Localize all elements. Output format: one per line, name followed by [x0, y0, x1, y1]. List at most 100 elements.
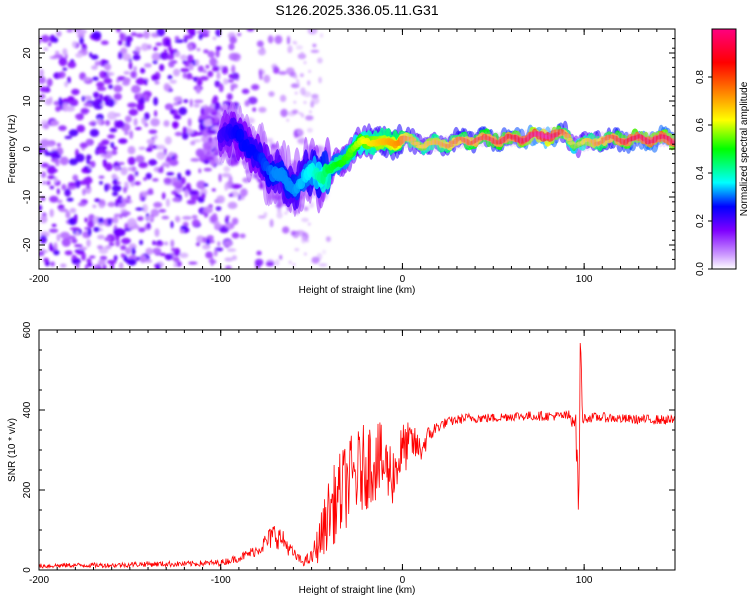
- spectrogram-cell: [226, 248, 237, 252]
- spectrogram-cell: [55, 30, 62, 37]
- spectrogram-cell: [124, 115, 132, 123]
- spectrogram-ridge-halo: [610, 131, 617, 148]
- spectrogram-cell: [231, 64, 236, 74]
- spectrogram-cell: [225, 265, 232, 269]
- spectrogram-cell: [183, 99, 189, 103]
- spectrogram-ridge-halo: [602, 131, 609, 148]
- spectrogram-cell: [109, 127, 118, 133]
- spectrogram-cell: [307, 127, 313, 133]
- spectrogram-cell: [206, 118, 212, 124]
- spectrogram-cell: [140, 191, 148, 195]
- spectrogram-cell: [144, 259, 153, 263]
- spectrogram-cell: [295, 232, 299, 236]
- spectrogram-cell: [160, 165, 164, 174]
- x-tick-label: -200: [29, 575, 49, 586]
- spectrogram-cell: [84, 185, 92, 194]
- spectrogram-cell: [241, 88, 250, 95]
- spectrogram-cell: [167, 104, 172, 111]
- spectrogram-ridge-halo: [668, 131, 675, 148]
- spectrogram-cell: [212, 152, 220, 156]
- spectrogram-cell: [52, 37, 59, 43]
- spectrogram-cell: [166, 54, 175, 60]
- spectrogram-cell: [196, 180, 207, 190]
- spectrogram-cell: [170, 220, 174, 229]
- spectrogram-cell: [202, 236, 207, 244]
- spectrogram-ridge-halo: [483, 131, 489, 148]
- spectrogram-cell: [228, 74, 232, 79]
- spectrogram-cell: [157, 240, 162, 245]
- spectrogram-cell: [78, 29, 87, 35]
- spectrogram-cell: [197, 65, 204, 73]
- spectrogram-cell: [121, 211, 131, 216]
- spectrogram-cell: [246, 29, 255, 32]
- spectrogram-cell: [87, 220, 95, 228]
- spectrogram-cell: [272, 66, 280, 74]
- spectrogram-cell: [307, 222, 311, 226]
- spectrogram-cell: [153, 201, 163, 208]
- spectrogram-x-label: Height of straight line (km): [299, 285, 416, 296]
- spectrogram-cell: [116, 29, 121, 33]
- spectrogram-cell: [41, 34, 50, 43]
- spectrogram-cell: [224, 240, 233, 247]
- spectrogram-cell: [200, 192, 206, 199]
- spectrogram-cell: [138, 227, 146, 233]
- spectrogram-cell: [291, 109, 299, 115]
- spectrogram-cell: [224, 257, 234, 262]
- spectrogram-cell: [39, 76, 46, 85]
- spectrogram-cell: [113, 166, 121, 171]
- spectrogram-cell: [144, 216, 153, 220]
- spectrogram-cell: [174, 131, 183, 137]
- spectrogram-ridge-halo: [468, 131, 475, 148]
- spectrogram-cell: [164, 241, 168, 246]
- spectrogram-cell: [69, 207, 77, 214]
- colorbar-tick-label: 0.2: [695, 214, 706, 228]
- x-tick-label: -100: [211, 274, 231, 285]
- spectrogram-cell: [268, 91, 275, 97]
- spectrogram-cell: [127, 174, 135, 183]
- spectrogram-cell: [161, 215, 170, 220]
- spectrogram-cell: [123, 186, 127, 193]
- spectrogram-ridge-halo: [450, 134, 457, 151]
- spectrogram-cell: [97, 118, 102, 125]
- spectrogram-cell: [75, 52, 83, 58]
- spectrogram-cell: [64, 135, 73, 140]
- spectrogram-cell: [107, 98, 115, 107]
- spectrogram-ridge-halo: [515, 130, 522, 147]
- colorbar-tick-label: 0.6: [695, 118, 706, 132]
- spectrogram-cell: [43, 47, 49, 51]
- spectrogram-cell: [310, 49, 320, 53]
- spectrogram-cell: [186, 199, 197, 205]
- spectrogram-cell: [187, 72, 192, 78]
- spectrogram-cell: [94, 60, 100, 67]
- spectrogram-ridge-halo: [624, 131, 631, 148]
- spectrogram-cell: [96, 81, 105, 88]
- spectrogram-cell: [223, 166, 231, 173]
- spectrogram-cell: [49, 228, 59, 233]
- spectrogram-cell: [256, 40, 264, 48]
- spectrogram-cell: [42, 123, 50, 130]
- spectrogram-cell: [191, 214, 198, 220]
- spectrogram-cell: [277, 208, 282, 214]
- spectrogram-cell: [56, 199, 63, 204]
- spectrogram-cell: [169, 108, 175, 115]
- spectrogram-cell: [301, 217, 309, 223]
- spectrogram-cell: [139, 192, 143, 202]
- spectrogram-cell: [103, 78, 113, 84]
- spectrogram-cell: [301, 237, 307, 244]
- spectrogram-cell: [66, 29, 73, 33]
- spectrogram-ridge-halo: [646, 131, 653, 148]
- spectrogram-cell: [254, 258, 264, 267]
- spectrogram-cell: [202, 106, 213, 114]
- spectrogram-cell: [170, 247, 177, 252]
- spectrogram-cell: [215, 48, 220, 58]
- spectrogram-cell: [99, 204, 105, 209]
- spectrogram-cell: [47, 165, 57, 175]
- spectrogram-cell: [120, 166, 128, 176]
- spectrogram-cell: [142, 203, 148, 213]
- spectrogram-cell: [171, 155, 175, 160]
- spectrogram-ridge-halo: [664, 131, 671, 148]
- spectrogram-cell: [82, 188, 86, 196]
- spectrogram-cell: [311, 256, 320, 264]
- spectrogram-cell: [133, 66, 137, 71]
- spectrogram-cell: [53, 158, 59, 163]
